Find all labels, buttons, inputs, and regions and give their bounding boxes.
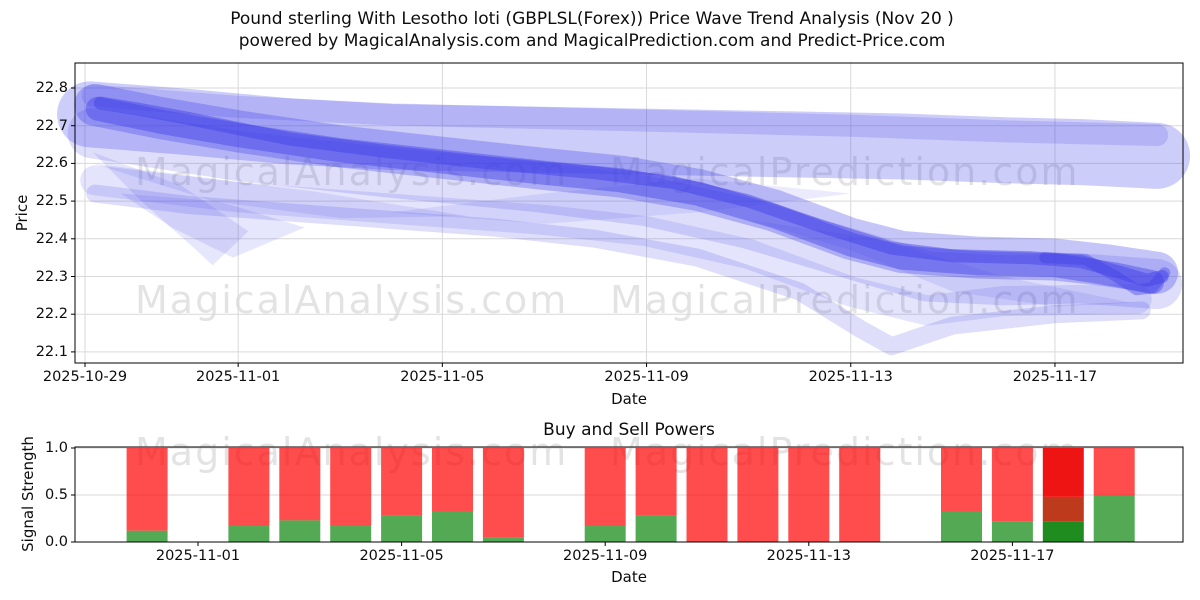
price-band [86,184,1151,356]
sell-power-bar [432,448,473,511]
sell-power-bar [279,448,321,521]
price-band [57,81,1191,189]
sell-power-bar [381,448,423,516]
buy-power-bar [330,526,372,542]
sell-power-bar [482,448,524,538]
sell-power-bar [330,448,372,527]
buy-power-bar [635,515,677,542]
price-band [80,165,1152,326]
price-band [93,96,1169,287]
price-band-polygon [92,152,249,266]
sell-power-bar [788,448,830,542]
watermark-text-left: MagicalAnalysis.com [135,150,569,194]
watermark-text-right: MagicalPrediction.com [610,150,1080,194]
buy-power-bar [991,521,1033,542]
sell-power-bar [1093,448,1135,495]
price-band [81,84,1169,147]
buy-power-bar [432,510,473,542]
price-band [74,83,1179,294]
price-plot-border [74,62,1184,364]
buy-power-bar [279,520,321,542]
price-band-polygon [120,193,305,258]
buy-power-bar [381,515,423,542]
buy-power-bar [126,530,168,542]
price-band [85,96,1164,295]
sell-power-bar [737,448,779,542]
sell-power-bar [584,448,626,527]
power-bar-special-segment [1042,496,1084,522]
price-band [67,108,1183,310]
sell-power-bar [839,448,881,542]
price-band-polygon [748,219,1132,307]
sell-power-bar [228,448,270,527]
buy-power-bar [228,526,270,542]
sell-power-bar [126,448,168,531]
sell-power-bar [635,448,677,516]
buy-power-bar [584,526,626,542]
sell-power-bar [686,448,728,542]
buy-power-bar [482,537,524,542]
sell-power-bar [991,448,1033,522]
buy-power-bar [1093,495,1135,542]
price-band [1039,252,1171,296]
price-band-polygon [92,163,468,219]
power-bar-special-segment [1042,448,1084,497]
sell-power-bar [941,448,982,511]
power-bar-special-segment [1042,521,1084,542]
price-band-polygon [391,178,851,224]
buy-power-bar [941,510,982,542]
